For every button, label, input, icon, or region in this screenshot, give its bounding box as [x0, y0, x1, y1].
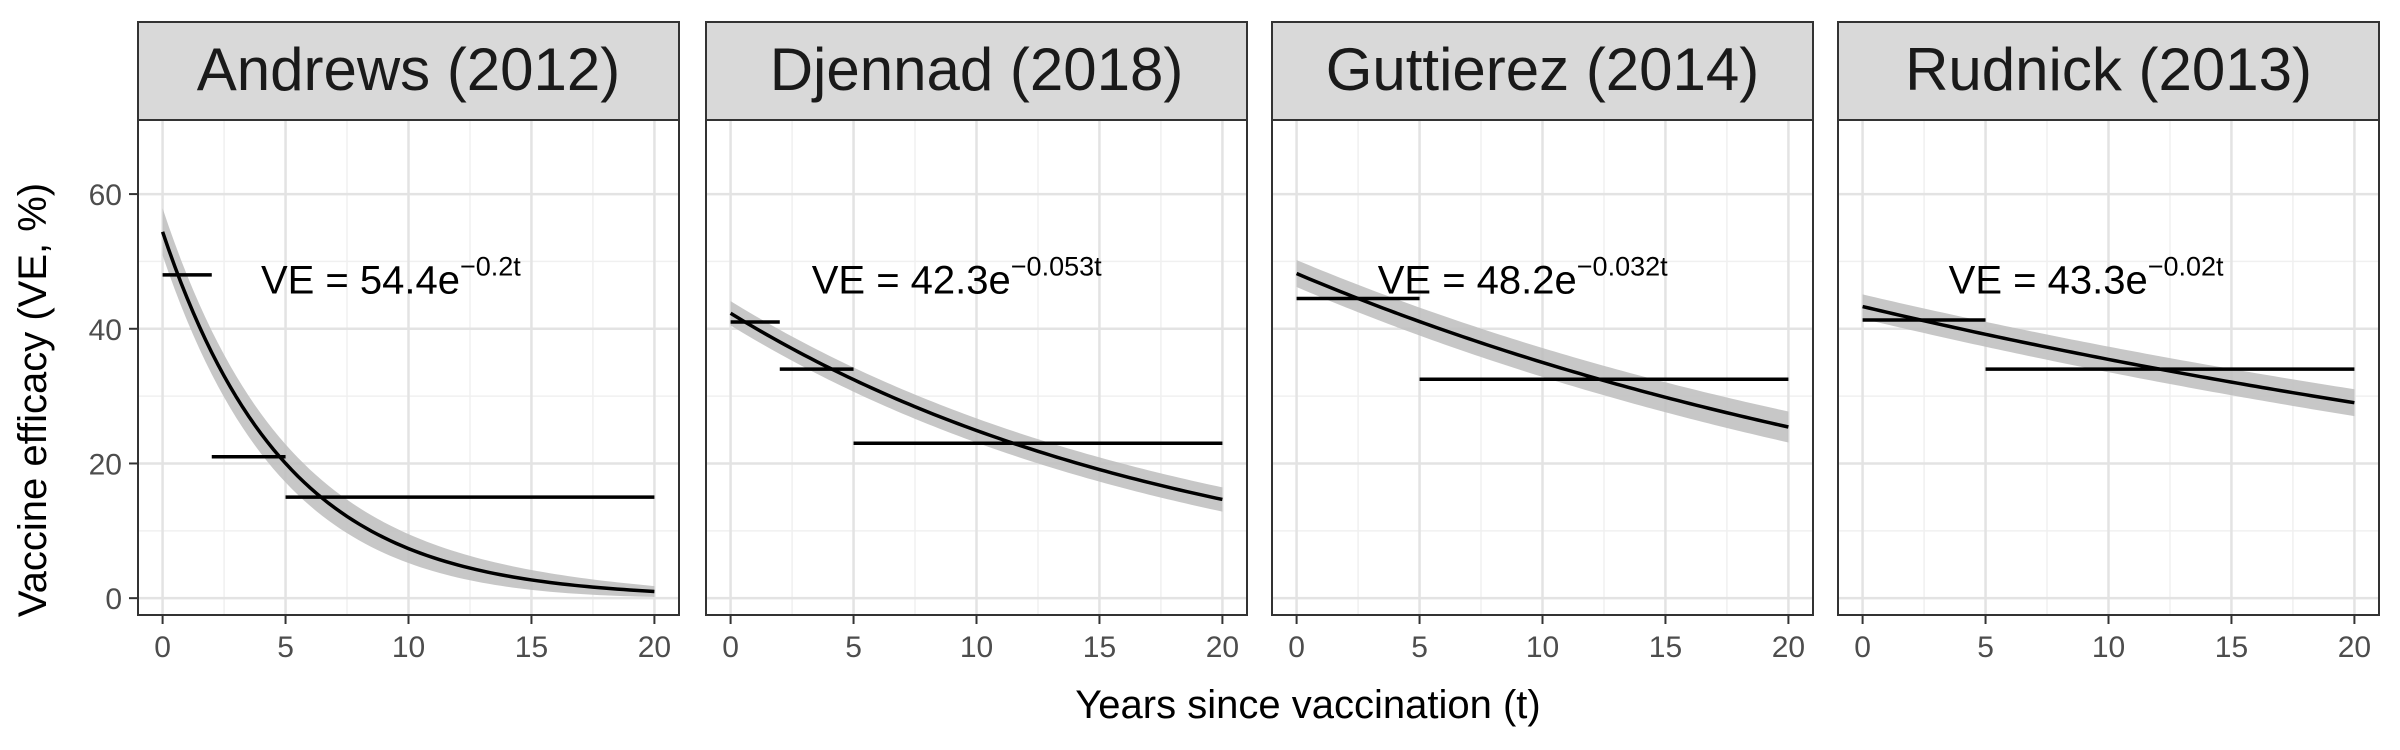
panel: Guttierez (2014) VE = 48.2e−0.032t 0 5 10 15 2… [1271, 21, 1814, 664]
x-tick-label: 15 [515, 631, 548, 664]
equation-exponent: −0.032t [1577, 252, 1668, 282]
x-tick-label: 15 [1083, 631, 1116, 664]
x-tick-label: 15 [2215, 631, 2248, 664]
panel: Rudnick (2013) VE = 43.3e−0.02t 0 5 10 15 20 [1837, 21, 2380, 664]
x-tick-label: 0 [722, 631, 739, 664]
y-tick-label: 0 [105, 583, 122, 616]
x-tick-label: 10 [2092, 631, 2125, 664]
x-tick-label: 10 [392, 631, 425, 664]
x-axis-title: Years since vaccination (t) [1075, 683, 1540, 727]
x-tick-label: 5 [1411, 631, 1428, 664]
x-tick-label: 10 [960, 631, 993, 664]
panel-strip [705, 21, 1248, 121]
equation-annotation: VE = 48.2e−0.032t [1378, 252, 1668, 303]
fitted-curve [1295, 271, 1789, 429]
panel-strip [1837, 21, 2380, 121]
fitted-curve [729, 311, 1223, 502]
panel: Djennad (2018) VE = 42.3e−0.053t 0 5 10 15 20 [705, 21, 1248, 664]
x-tick-label: 0 [1288, 631, 1305, 664]
panel-title: Guttierez (2014) [1326, 36, 1760, 103]
x-tick-label: 20 [2338, 631, 2371, 664]
panel: Andrews (2012) VE = 54.4e−0.2t 0 5 10 15 20 0 20… [89, 21, 680, 664]
x-tick-label: 10 [1526, 631, 1559, 664]
equation-annotation: VE = 54.4e−0.2t [261, 252, 521, 303]
y-tick-label: 20 [89, 448, 122, 481]
y-tick-label: 40 [89, 314, 122, 347]
fitted-curve [160, 231, 655, 594]
panel-title: Andrews (2012) [197, 36, 621, 103]
y-tick-label: 60 [89, 179, 122, 212]
x-tick-label: 20 [1206, 631, 1239, 664]
x-tick-label: 20 [1772, 631, 1805, 664]
equation-exponent: −0.2t [460, 252, 521, 282]
x-tick-label: 5 [845, 631, 862, 664]
x-tick-label: 0 [154, 631, 171, 664]
panel-strip [1271, 21, 1814, 121]
panel-title: Rudnick (2013) [1905, 36, 2312, 103]
equation-base: VE = 42.3e [812, 259, 1011, 303]
x-tick-label: 0 [1854, 631, 1871, 664]
y-axis-title: Vaccine efficacy (VE, %) [11, 183, 55, 617]
x-tick-label: 20 [638, 631, 671, 664]
x-tick-label: 5 [277, 631, 294, 664]
equation-base: VE = 48.2e [1378, 259, 1577, 303]
equation-exponent: −0.053t [1011, 252, 1102, 282]
x-tick-label: 5 [1977, 631, 1994, 664]
equation-annotation: VE = 42.3e−0.053t [812, 252, 1102, 303]
panel-title: Djennad (2018) [770, 36, 1184, 103]
confidence-band [1862, 294, 2355, 417]
x-tick-label: 15 [1649, 631, 1682, 664]
confidence-band [730, 301, 1223, 512]
equation-annotation: VE = 43.3e−0.02t [1949, 252, 2224, 303]
equation-base: VE = 54.4e [261, 259, 460, 303]
equation-base: VE = 43.3e [1949, 259, 2148, 303]
fitted-curve [1862, 304, 2355, 405]
equation-exponent: −0.02t [2148, 252, 2224, 282]
panel-strip [137, 21, 680, 121]
